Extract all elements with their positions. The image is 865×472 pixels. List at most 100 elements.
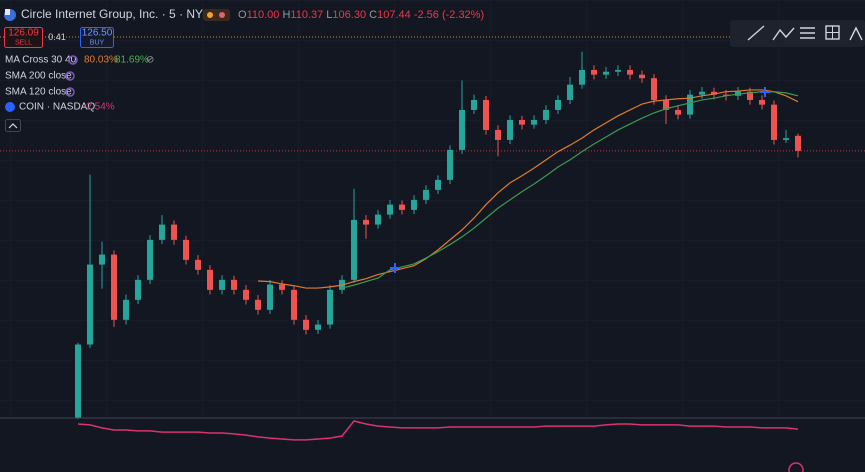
trendline-tool[interactable] (747, 25, 765, 41)
candle-body (291, 289, 297, 320)
indicator-hidden-icon[interactable]: ⊘ (146, 55, 154, 66)
sma-line (257, 89, 799, 289)
collapse-icon (8, 123, 18, 129)
candle-body (531, 119, 537, 125)
candle-body (771, 104, 777, 140)
candle-body (351, 219, 357, 280)
candle-body (567, 84, 573, 100)
candle-body (687, 94, 693, 115)
candle-body (219, 279, 225, 290)
drawing-toolbar (730, 20, 865, 47)
candle-body (399, 204, 405, 210)
candle-body (435, 179, 441, 190)
ohlc-value: 107.44 (377, 9, 411, 21)
indicator-value: 80.03% (84, 55, 118, 66)
candle-body (375, 214, 381, 225)
candle-body (759, 99, 765, 105)
candle-body (207, 269, 213, 290)
candle-body (123, 299, 129, 320)
candle-body (555, 99, 561, 110)
candle-body (747, 91, 753, 100)
candle-body (303, 319, 309, 330)
market-status[interactable] (203, 9, 230, 21)
collapse-legend[interactable] (5, 119, 21, 132)
candle-body (195, 259, 201, 270)
candle-body (75, 344, 81, 418)
candle-body (711, 91, 717, 95)
ohlc-label: H (282, 9, 290, 21)
candle-body (387, 204, 393, 215)
ohlc: O110.00 H110.37 L106.30 C107.44 -2.56 (-… (238, 9, 484, 21)
indicator-settings[interactable] (65, 87, 75, 97)
indicator-value: 81.69% (115, 55, 149, 66)
candle-body (459, 109, 465, 150)
candle-body (639, 74, 645, 79)
ohlc-label: C (369, 9, 377, 21)
candle-body (243, 289, 249, 300)
candle-body (423, 189, 429, 200)
ohlc-value: 110.37 (290, 9, 323, 21)
candle-body (495, 129, 501, 140)
candle-body (231, 279, 237, 290)
buy-label: BUY (90, 39, 105, 46)
candle-body (627, 69, 633, 75)
candle-body (327, 289, 333, 325)
candle-body (183, 239, 189, 260)
indicator-name: MA Cross 30 40 (5, 55, 77, 66)
fib-tool[interactable] (800, 27, 815, 39)
candle-body (255, 299, 261, 310)
candle-body (615, 69, 621, 72)
candle-body (147, 239, 153, 280)
symbol-title: Circle Internet Group, Inc. · 5 · NYSE (21, 7, 219, 21)
candle-body (111, 254, 117, 320)
spread: 0.41 (48, 32, 66, 42)
candle-body (315, 324, 321, 330)
buy-button[interactable] (80, 27, 114, 48)
candle-body (483, 99, 489, 130)
candle-body (279, 284, 285, 290)
candle-body (135, 279, 141, 300)
candle-body (783, 138, 789, 140)
candle-body (699, 91, 705, 95)
sell-label: SELL (15, 39, 32, 46)
candle-body (519, 119, 525, 125)
sma-line (341, 91, 799, 289)
lower-pane-line (77, 420, 799, 441)
indicator-settings[interactable] (68, 55, 78, 65)
ma-cross-signal (390, 263, 400, 273)
corner-icon[interactable] (788, 462, 804, 472)
change: -2.56 (-2.32%) (414, 9, 484, 21)
candle-body (663, 99, 669, 110)
candle-body (87, 264, 93, 345)
candle-body (591, 69, 597, 75)
candle-body (579, 69, 585, 85)
buy-price: 126.50 (82, 28, 113, 39)
ohlc-label: O (238, 9, 247, 21)
candle-body (795, 135, 801, 151)
pattern-tool[interactable] (772, 27, 795, 41)
compare-change: -2.54% (83, 102, 115, 113)
plot-area (0, 51, 865, 420)
candle-body (471, 99, 477, 110)
candle-body (99, 254, 105, 265)
market-status-icon (219, 12, 225, 18)
compare-symbol: COIN · NASDAQ (19, 102, 95, 113)
ohlc-value: 110.00 (247, 9, 280, 21)
more-tools[interactable] (849, 26, 863, 41)
sell-price: 126.09 (8, 28, 39, 39)
candle-body (507, 119, 513, 140)
candle-body (363, 219, 369, 225)
candle-body (411, 199, 417, 210)
symbol-flag (5, 9, 10, 15)
sell-button[interactable] (4, 27, 43, 48)
legend-entry: SMA 200 close (5, 71, 72, 82)
indicator-settings[interactable] (65, 71, 75, 81)
candle-body (447, 149, 453, 180)
candle-body (159, 224, 165, 240)
symbol-icon (5, 102, 15, 112)
measure-tool-icon (826, 26, 839, 39)
candle-body (171, 224, 177, 240)
market-status-icon (207, 12, 213, 18)
candle-body (543, 109, 549, 120)
